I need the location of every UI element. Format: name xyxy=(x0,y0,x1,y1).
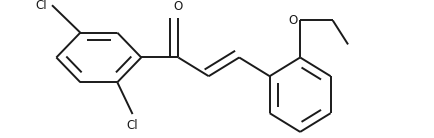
Text: Cl: Cl xyxy=(127,119,138,132)
Text: Cl: Cl xyxy=(35,0,47,12)
Text: O: O xyxy=(288,14,298,27)
Text: O: O xyxy=(174,0,183,13)
